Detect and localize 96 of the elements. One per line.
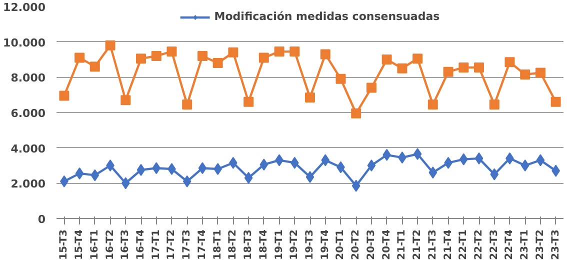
x-tick-label: 17-T3 — [182, 229, 193, 260]
point — [504, 57, 515, 68]
x-tick-label: 21-T1 — [396, 229, 408, 260]
point — [151, 50, 162, 61]
point — [290, 46, 300, 57]
x-tick-label: 22-T3 — [488, 229, 500, 260]
point — [366, 82, 376, 93]
y-tick-label: 8.000 — [10, 72, 46, 85]
point — [136, 54, 146, 64]
y-tick-label: 10.000 — [3, 36, 46, 50]
point — [489, 100, 500, 110]
y-tick-label: 6.000 — [10, 107, 46, 120]
x-tick-label: 21-T2 — [412, 229, 424, 260]
x-tick-label: 16-T2 — [104, 229, 116, 260]
point — [520, 160, 530, 172]
point — [59, 90, 70, 101]
point — [90, 62, 100, 72]
x-tick-label: 19-T4 — [320, 229, 331, 260]
point — [458, 62, 469, 72]
point — [382, 54, 392, 64]
point — [490, 168, 499, 180]
point — [274, 46, 284, 57]
point — [351, 108, 362, 118]
x-tick-label: 17-T1 — [150, 229, 162, 260]
x-tick-label: 16-T1 — [89, 229, 100, 260]
point — [535, 68, 546, 78]
point — [244, 96, 254, 107]
point — [321, 154, 330, 166]
x-tick-label: 18-T1 — [212, 229, 224, 260]
y-tick-label: 2.000 — [10, 178, 46, 191]
point — [228, 47, 238, 58]
x-tick-label: 22-T4 — [504, 229, 516, 260]
y-tick-label: 12.000 — [3, 1, 46, 14]
x-tick-label: 20-T4 — [381, 229, 392, 260]
point — [75, 167, 84, 180]
point — [459, 153, 468, 166]
point — [474, 62, 484, 72]
point — [443, 66, 454, 77]
point — [106, 160, 114, 172]
point — [306, 170, 314, 183]
point — [182, 100, 192, 110]
point — [90, 169, 100, 182]
x-tick-label: 18-T4 — [258, 229, 270, 260]
point — [536, 154, 545, 166]
point — [336, 74, 346, 84]
point — [260, 158, 268, 171]
point — [413, 148, 422, 160]
point — [428, 166, 438, 179]
x-tick-label: 21-T4 — [442, 229, 454, 260]
point — [397, 63, 408, 74]
x-tick-label: 17-T4 — [196, 229, 208, 260]
x-tick-label: 20-T2 — [350, 229, 362, 260]
point — [305, 92, 315, 102]
x-tick-label: 23-T3 — [550, 229, 562, 260]
point — [152, 162, 161, 174]
x-tick-label: 18-T2 — [228, 229, 239, 260]
point — [166, 46, 177, 57]
x-tick-label: 16-T4 — [136, 229, 146, 260]
x-tick-label: 15-T4 — [74, 229, 86, 260]
legend-label: Modificación medidas consensuadas — [214, 10, 440, 23]
x-tick-label: 18-T3 — [243, 229, 254, 260]
x-tick-label: 15-T3 — [58, 229, 70, 260]
x-tick-label: 21-T3 — [427, 229, 438, 260]
x-tick-label: 19-T2 — [289, 229, 300, 260]
point — [105, 40, 116, 50]
point — [258, 52, 269, 63]
point — [121, 177, 130, 190]
point — [290, 156, 299, 169]
x-tick-label: 17-T2 — [166, 229, 178, 260]
x-tick-label: 19-T1 — [274, 229, 285, 260]
x-tick-label: 20-T3 — [366, 229, 377, 260]
point — [136, 164, 146, 176]
x-tick-label: 19-T3 — [304, 229, 316, 260]
point — [320, 49, 330, 60]
point — [428, 100, 438, 110]
point — [74, 52, 85, 63]
x-tick-label: 23-T1 — [520, 229, 531, 260]
point — [367, 160, 376, 172]
y-tick-label: 4.000 — [10, 142, 46, 156]
point — [474, 152, 484, 164]
point — [120, 95, 131, 106]
y-tick-label: 0 — [38, 213, 46, 226]
point — [198, 162, 207, 174]
point — [520, 70, 530, 80]
x-tick-label: 22-T2 — [474, 229, 484, 260]
point — [550, 96, 561, 107]
point — [244, 172, 253, 184]
point — [197, 50, 208, 61]
x-tick-label: 16-T3 — [120, 229, 132, 260]
x-tick-label: 20-T1 — [335, 229, 346, 260]
x-tick-label: 22-T1 — [458, 229, 470, 260]
point — [212, 58, 223, 68]
x-tick-label: 23-T2 — [534, 229, 546, 260]
point — [182, 175, 192, 188]
point — [412, 54, 423, 64]
point — [352, 180, 360, 192]
